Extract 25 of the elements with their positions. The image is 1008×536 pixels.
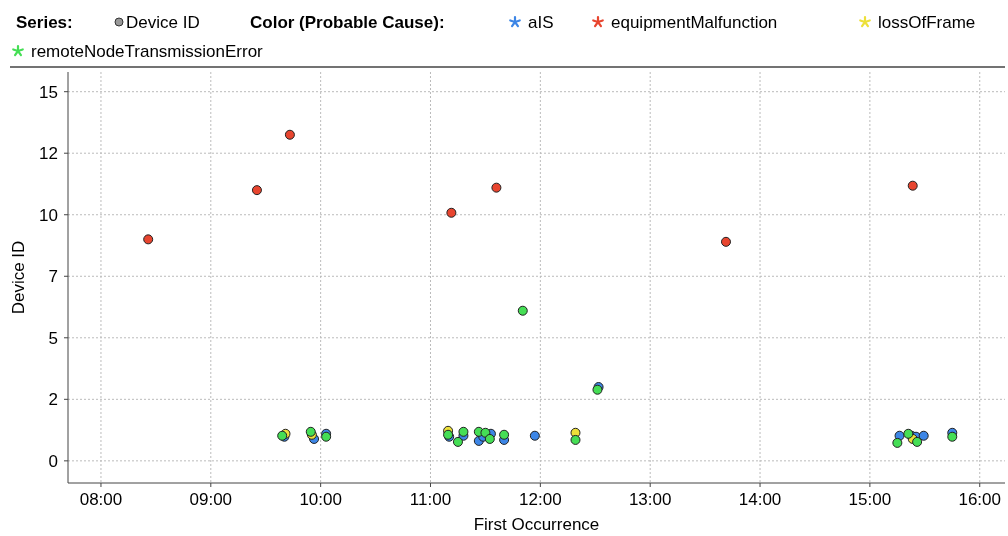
- y-tick-label: 0: [48, 451, 58, 471]
- y-tick-label: 10: [39, 205, 58, 225]
- x-tick-label: 14:00: [738, 490, 782, 509]
- legend-label: remoteNodeTransmissionError: [31, 42, 264, 61]
- x-axis-title: First Occurrence: [473, 515, 600, 534]
- y-axis-title: Device ID: [9, 240, 28, 315]
- legend-label: lossOfFrame: [878, 13, 976, 32]
- text: Device ID: [126, 13, 200, 32]
- x-tick-label: 16:00: [958, 490, 1002, 509]
- text: Series:: [16, 13, 73, 32]
- y-tick-label: 12: [39, 144, 58, 164]
- y-tick-label: 5: [48, 328, 58, 348]
- x-tick-label: 08:00: [79, 490, 123, 509]
- x-tick-label: 09:00: [189, 490, 233, 509]
- x-tick-label: 15:00: [848, 490, 892, 509]
- y-tick-label: 7: [48, 267, 58, 287]
- x-tick-label: 11:00: [409, 490, 452, 509]
- y-tick-label: 15: [39, 82, 58, 102]
- x-tick-label: 10:00: [299, 490, 342, 509]
- x-tick-label: 13:00: [628, 490, 672, 509]
- y-tick-label: 2: [48, 390, 58, 410]
- legend-label: aIS: [528, 13, 554, 32]
- legend-label: equipmentMalfunction: [611, 13, 778, 32]
- x-tick-label: 12:00: [519, 490, 562, 509]
- legend-title: Color (Probable Cause):: [250, 13, 445, 32]
